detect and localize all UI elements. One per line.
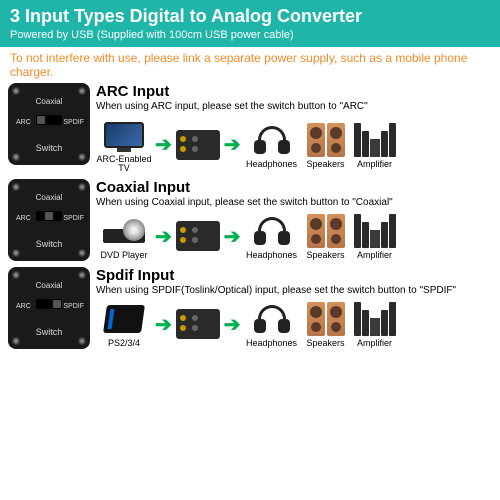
tv-icon xyxy=(104,122,144,148)
speaker-icon xyxy=(307,214,325,248)
amplifier-label: Amplifier xyxy=(357,251,392,260)
switch-text-label: Switch xyxy=(36,239,63,249)
switch-text-label: Switch xyxy=(36,327,63,337)
slider-slot xyxy=(36,115,62,125)
arrow-icon: ➔ xyxy=(224,312,241,337)
speaker-icon xyxy=(307,123,325,157)
amplifier-device: Amplifier xyxy=(352,121,398,169)
speakers-device: Speakers xyxy=(303,121,349,169)
switch-spdif-label: SPDIF xyxy=(63,303,84,310)
switch-coaxial-label: Coaxial xyxy=(36,281,63,290)
dac-device xyxy=(175,126,221,164)
headphones-icon xyxy=(254,215,290,247)
row-description: When using ARC input, please set the swi… xyxy=(96,101,492,112)
row-title: Coaxial Input xyxy=(96,179,492,196)
amplifier-device: Amplifier xyxy=(352,300,398,348)
signal-chain: PS2/3/4 ➔ ➔ Headphones Speakers Amplif xyxy=(96,300,492,348)
signal-chain: DVD Player ➔ ➔ Headphones Speakers Amp xyxy=(96,212,492,260)
arrow-icon: ➔ xyxy=(224,224,241,249)
arrow-icon: ➔ xyxy=(224,132,241,157)
slider-knob xyxy=(53,300,61,308)
switch-diagram: Coaxial ARC SPDIF Switch xyxy=(8,267,90,349)
speaker-icon xyxy=(327,214,345,248)
arrow-icon: ➔ xyxy=(155,224,172,249)
switch-arc-label: ARC xyxy=(16,303,31,310)
headphones-device: Headphones xyxy=(244,121,300,169)
source-label: ARC-Enabled TV xyxy=(96,155,152,173)
switch-spdif-label: SPDIF xyxy=(63,215,84,222)
source-label: DVD Player xyxy=(100,251,147,260)
speakers-device: Speakers xyxy=(303,300,349,348)
speakers-label: Speakers xyxy=(307,339,345,348)
source-device: DVD Player xyxy=(96,212,152,260)
source-device: ARC-Enabled TV xyxy=(96,116,152,173)
slider-knob xyxy=(37,116,45,124)
amplifier-icon xyxy=(354,123,396,157)
warning-text: To not interfere with use, please link a… xyxy=(0,47,500,81)
switch-arc-label: ARC xyxy=(16,215,31,222)
row-title: ARC Input xyxy=(96,83,492,100)
switch-coaxial-label: Coaxial xyxy=(36,97,63,106)
speaker-icon xyxy=(327,123,345,157)
speakers-label: Speakers xyxy=(307,251,345,260)
page-subtitle: Powered by USB (Supplied with 100cm USB … xyxy=(10,29,490,41)
signal-chain: ARC-Enabled TV ➔ ➔ Headphones Speakers xyxy=(96,116,492,173)
dvd-icon xyxy=(103,229,145,243)
arrow-icon: ➔ xyxy=(155,312,172,337)
page-title: 3 Input Types Digital to Analog Converte… xyxy=(10,6,490,27)
headphones-device: Headphones xyxy=(244,212,300,260)
input-row: Coaxial ARC SPDIF Switch Coaxial Input W… xyxy=(0,177,500,265)
amplifier-label: Amplifier xyxy=(357,160,392,169)
amplifier-icon xyxy=(354,214,396,248)
slider-knob xyxy=(45,212,53,220)
dac-icon xyxy=(176,309,220,339)
speaker-icon xyxy=(327,302,345,336)
row-description: When using Coaxial input, please set the… xyxy=(96,197,492,208)
headphones-icon xyxy=(254,124,290,156)
headphones-icon xyxy=(254,303,290,335)
source-device: PS2/3/4 xyxy=(96,300,152,348)
dac-icon xyxy=(176,130,220,160)
amplifier-device: Amplifier xyxy=(352,212,398,260)
input-row: Coaxial ARC SPDIF Switch Spdif Input Whe… xyxy=(0,265,500,353)
headphones-label: Headphones xyxy=(246,339,297,348)
source-label: PS2/3/4 xyxy=(108,339,140,348)
switch-arc-label: ARC xyxy=(16,119,31,126)
input-row: Coaxial ARC SPDIF Switch ARC Input When … xyxy=(0,81,500,177)
switch-coaxial-label: Coaxial xyxy=(36,193,63,202)
arrow-icon: ➔ xyxy=(155,132,172,157)
switch-diagram: Coaxial ARC SPDIF Switch xyxy=(8,83,90,165)
speaker-icon xyxy=(307,302,325,336)
dac-device xyxy=(175,217,221,255)
dac-device xyxy=(175,305,221,343)
headphones-device: Headphones xyxy=(244,300,300,348)
row-title: Spdif Input xyxy=(96,267,492,284)
amplifier-label: Amplifier xyxy=(357,339,392,348)
speakers-label: Speakers xyxy=(307,160,345,169)
slider-slot xyxy=(36,211,62,221)
amplifier-icon xyxy=(354,302,396,336)
headphones-label: Headphones xyxy=(246,251,297,260)
headphones-label: Headphones xyxy=(246,160,297,169)
slider-slot xyxy=(36,299,62,309)
dac-icon xyxy=(176,221,220,251)
switch-spdif-label: SPDIF xyxy=(63,119,84,126)
switch-diagram: Coaxial ARC SPDIF Switch xyxy=(8,179,90,261)
console-icon xyxy=(103,305,145,333)
speakers-device: Speakers xyxy=(303,212,349,260)
row-description: When using SPDIF(Toslink/Optical) input,… xyxy=(96,285,492,296)
switch-text-label: Switch xyxy=(36,143,63,153)
header-banner: 3 Input Types Digital to Analog Converte… xyxy=(0,0,500,47)
